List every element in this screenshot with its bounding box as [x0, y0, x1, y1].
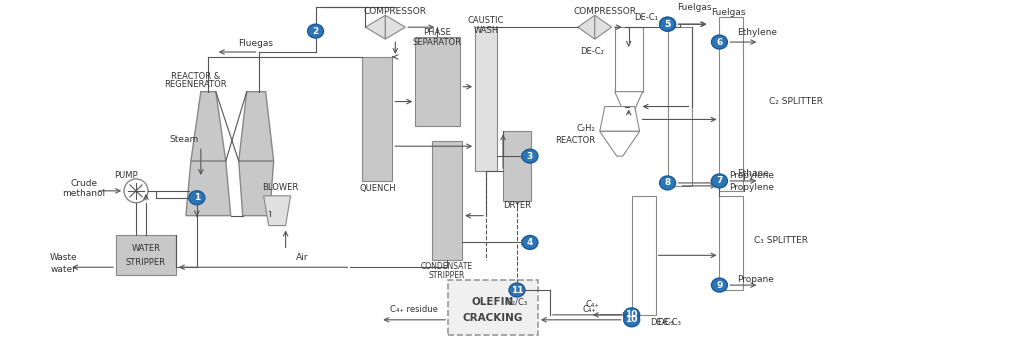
Ellipse shape [712, 174, 727, 188]
Text: DE-C₁: DE-C₁ [635, 13, 658, 22]
Polygon shape [186, 161, 230, 216]
Text: 8: 8 [665, 179, 671, 188]
Text: Ethylene: Ethylene [737, 28, 777, 37]
Polygon shape [239, 92, 273, 161]
Text: DRYER: DRYER [503, 201, 531, 210]
Polygon shape [385, 15, 406, 39]
Text: C₂H₂: C₂H₂ [577, 124, 595, 133]
Text: QUENCH: QUENCH [359, 184, 395, 193]
Bar [362, 57, 392, 181]
Ellipse shape [712, 278, 727, 292]
Text: C₃ SPLITTER: C₃ SPLITTER [755, 236, 808, 245]
Text: 5: 5 [665, 20, 671, 29]
Text: REACTOR: REACTOR [555, 136, 595, 145]
Ellipse shape [522, 236, 538, 249]
Text: C₄₊: C₄₊ [586, 300, 600, 309]
Text: REGENERATOR: REGENERATOR [165, 80, 227, 89]
Text: 2: 2 [312, 27, 318, 36]
Text: 9: 9 [716, 281, 723, 290]
Text: 11: 11 [511, 285, 523, 294]
Bar [720, 196, 743, 290]
Ellipse shape [659, 17, 676, 31]
Text: PUMP: PUMP [115, 172, 138, 181]
Polygon shape [239, 161, 273, 216]
Text: Propylene: Propylene [729, 183, 774, 192]
Circle shape [124, 179, 148, 203]
Text: C₂ SPLITTER: C₂ SPLITTER [769, 97, 823, 106]
Bar [614, 27, 643, 92]
Text: DE-C₂: DE-C₂ [580, 47, 604, 56]
Text: 4: 4 [526, 238, 534, 247]
Ellipse shape [509, 283, 525, 297]
Bar [116, 236, 176, 275]
Text: Propane: Propane [737, 275, 774, 284]
Text: STRIPPER: STRIPPER [429, 271, 465, 280]
Text: STRIPPER: STRIPPER [126, 258, 166, 267]
Polygon shape [595, 15, 611, 39]
Text: CONDENSATE: CONDENSATE [421, 262, 473, 271]
Text: Ethane: Ethane [737, 170, 769, 179]
Bar [632, 196, 655, 315]
Bar [432, 141, 462, 260]
Text: 5: 5 [665, 20, 671, 29]
Text: REACTOR &: REACTOR & [171, 72, 220, 81]
Text: 3: 3 [526, 152, 534, 161]
Bar [503, 131, 531, 201]
Text: COMPRESSOR: COMPRESSOR [573, 7, 636, 16]
Text: Fuelgas: Fuelgas [712, 8, 745, 17]
Ellipse shape [624, 308, 640, 322]
Text: 1: 1 [194, 193, 200, 202]
Text: C₄₊: C₄₊ [583, 306, 597, 315]
Text: Air: Air [296, 253, 308, 262]
Text: C₄₊ residue: C₄₊ residue [390, 306, 438, 315]
Text: Propylene: Propylene [729, 172, 774, 181]
Text: BLOWER: BLOWER [262, 183, 299, 192]
Ellipse shape [712, 35, 727, 49]
Polygon shape [578, 15, 595, 39]
Text: methanol: methanol [62, 189, 105, 198]
Text: 10: 10 [626, 315, 638, 324]
Polygon shape [614, 92, 643, 117]
Bar [449, 280, 538, 335]
Bar [668, 27, 691, 186]
Polygon shape [600, 131, 640, 156]
Bar [475, 27, 497, 171]
Text: Waste: Waste [49, 253, 77, 262]
Text: CRACKING: CRACKING [463, 313, 523, 323]
Text: 10: 10 [626, 310, 638, 319]
Text: CAUSTIC: CAUSTIC [468, 16, 504, 25]
Ellipse shape [307, 24, 324, 38]
Ellipse shape [659, 176, 676, 190]
Bar [416, 37, 460, 126]
Text: WASH: WASH [473, 26, 499, 35]
Text: 6: 6 [717, 38, 723, 47]
Polygon shape [263, 196, 291, 226]
Text: PHASE: PHASE [423, 28, 452, 37]
Text: Fuelgas: Fuelgas [678, 3, 712, 12]
Text: WATER: WATER [131, 244, 161, 253]
Text: Crude: Crude [71, 180, 97, 189]
Text: OLEFIN: OLEFIN [472, 297, 514, 307]
Text: DE-C₃: DE-C₃ [657, 318, 682, 327]
Text: 7: 7 [716, 176, 723, 185]
Ellipse shape [659, 17, 676, 31]
Ellipse shape [522, 149, 538, 163]
Text: water: water [50, 265, 76, 274]
Ellipse shape [188, 191, 205, 205]
Text: Steam: Steam [169, 135, 199, 144]
Polygon shape [366, 15, 385, 39]
Text: SEPARATOR: SEPARATOR [413, 38, 462, 47]
Bar [720, 17, 743, 191]
Polygon shape [190, 92, 225, 161]
Text: COMPRESSOR: COMPRESSOR [364, 7, 427, 16]
Text: DE-C₃: DE-C₃ [649, 318, 674, 327]
Text: C₂/C₃: C₂/C₃ [507, 298, 527, 307]
Polygon shape [600, 107, 640, 131]
Text: Fluegas: Fluegas [239, 38, 273, 47]
Ellipse shape [624, 313, 640, 327]
